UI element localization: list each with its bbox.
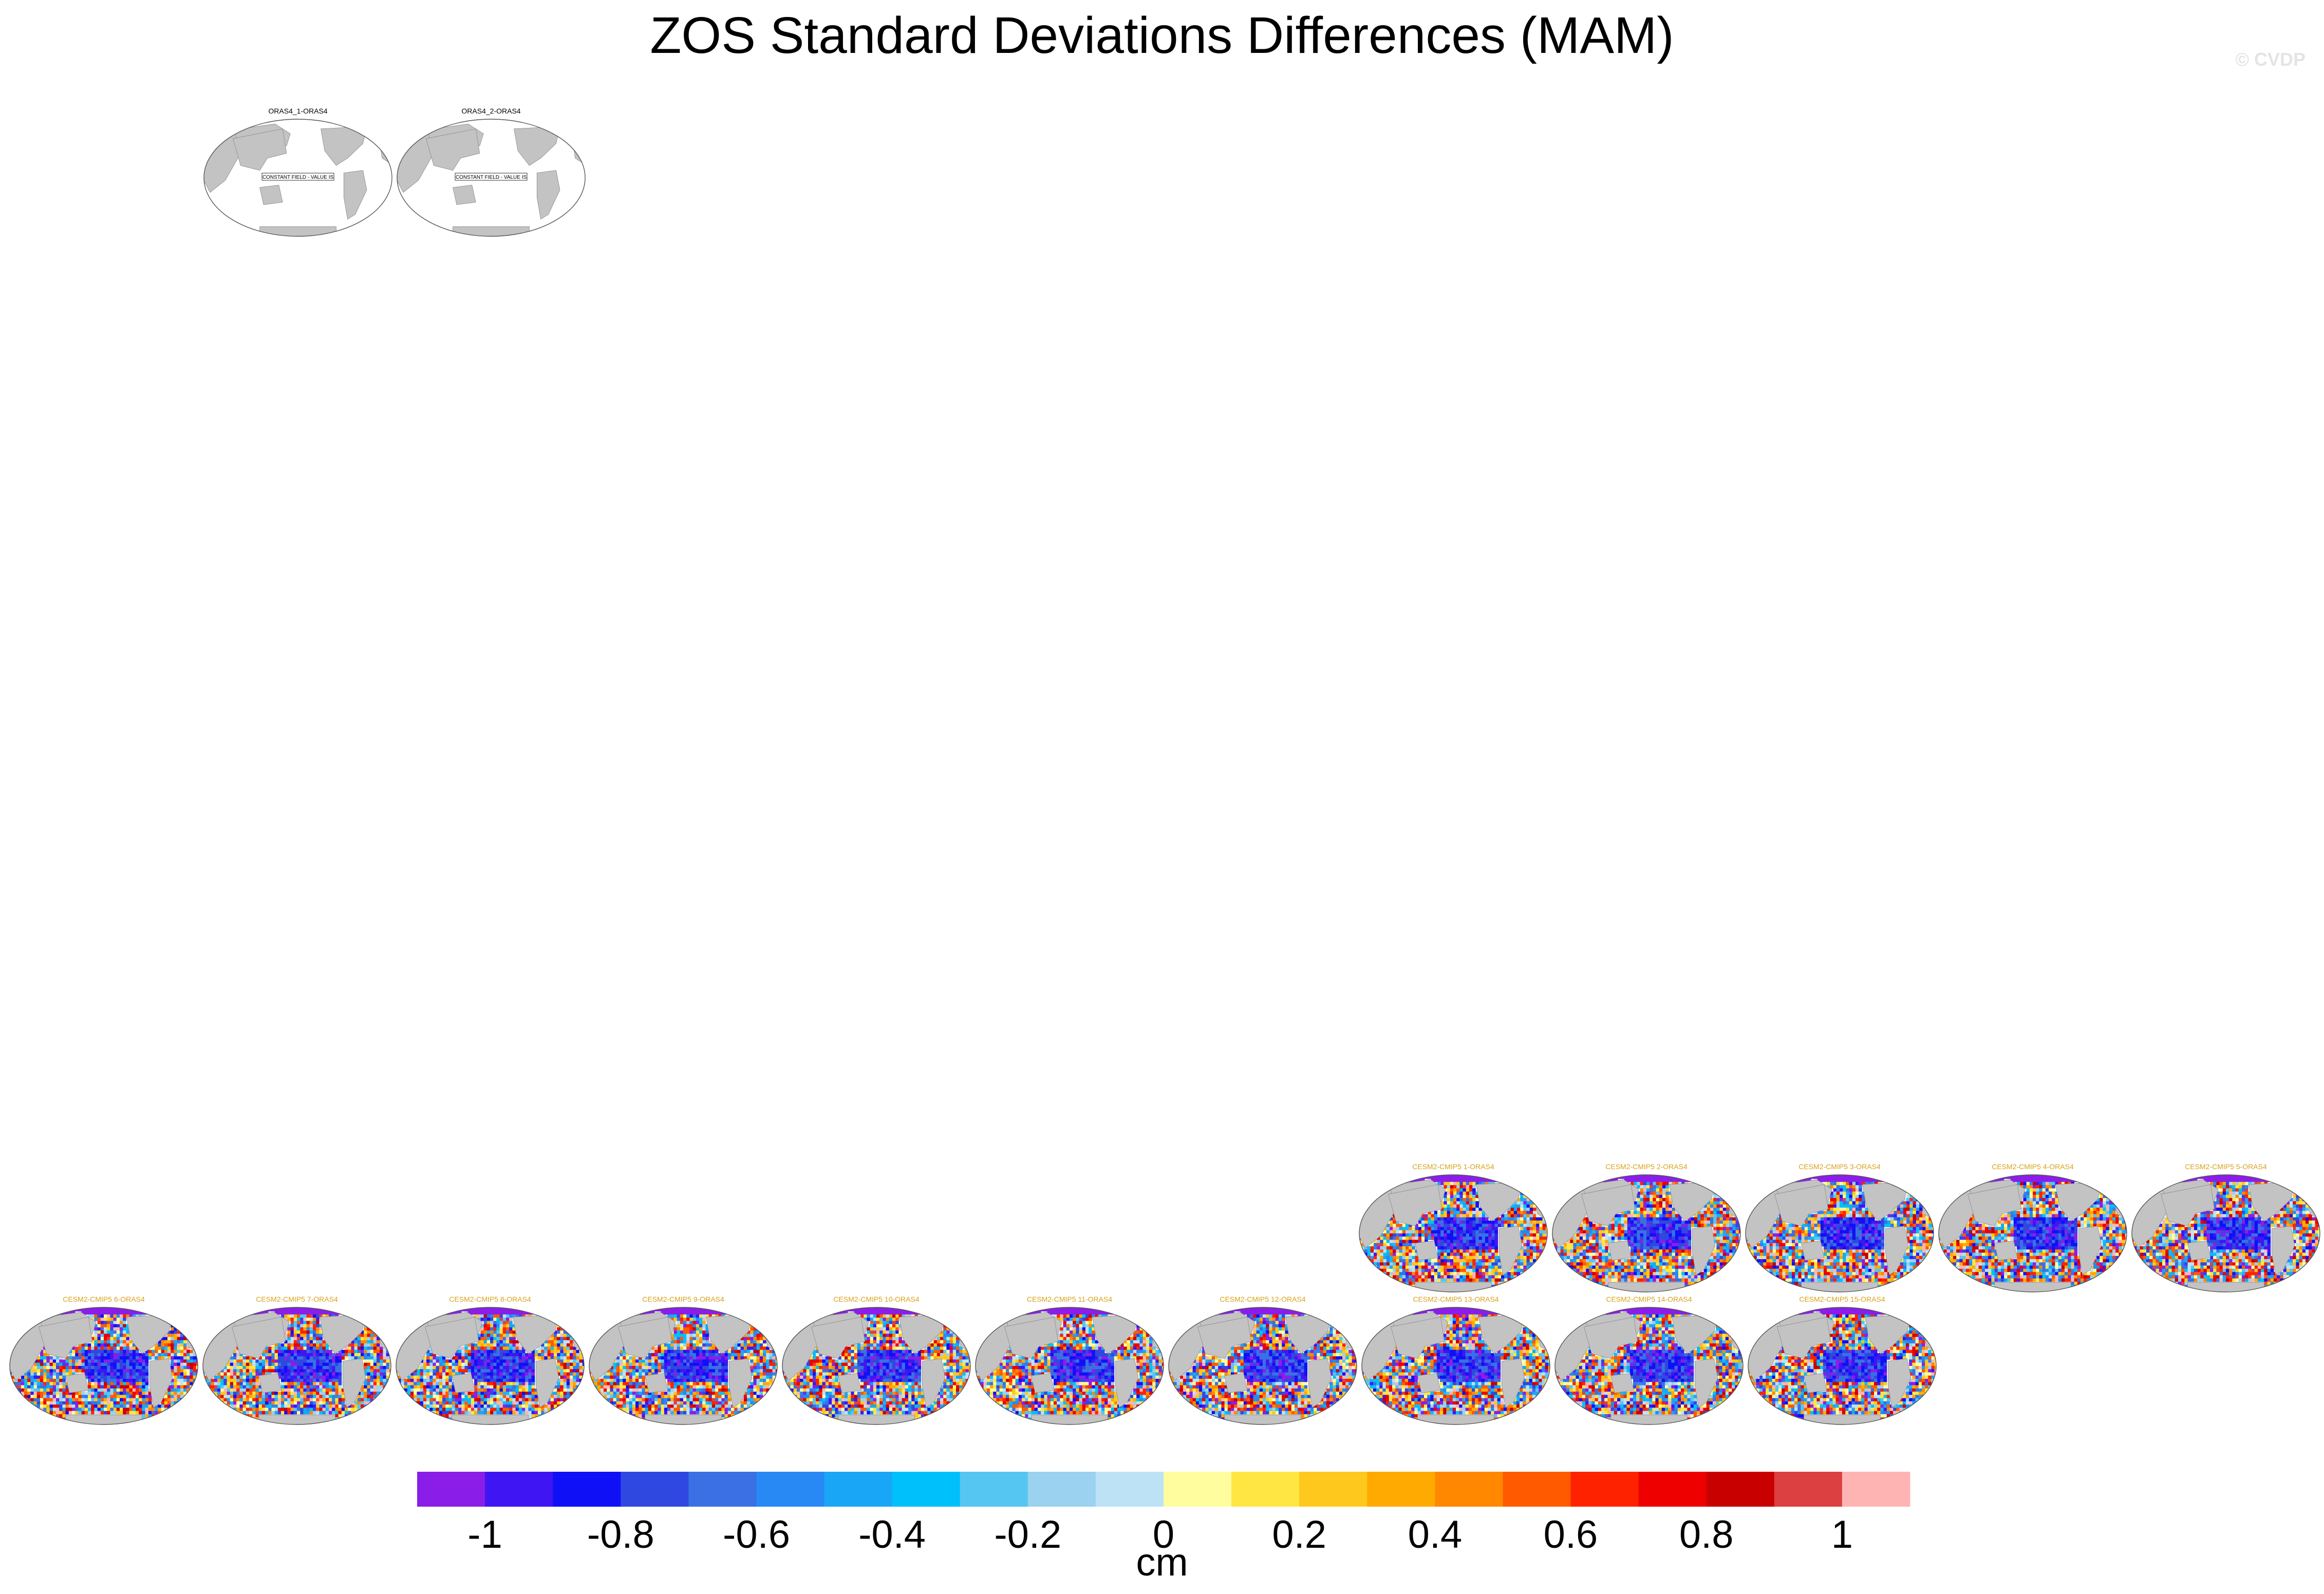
difference-field-map <box>1748 1307 1937 1425</box>
panel-label: CESM2-CMIP5 2-ORAS4 <box>1551 1161 1742 1172</box>
map-panel: ORAS4_2-ORAS4 CONSTANT FIELD - VALUE IS <box>396 105 587 239</box>
colorbar-swatch <box>1299 1472 1367 1507</box>
difference-field-map <box>975 1307 1164 1425</box>
constant-field-note: CONSTANT FIELD - VALUE IS <box>456 175 527 180</box>
map-panel: CESM2-CMIP5 7-ORAS4 <box>201 1293 392 1427</box>
panel-label: CESM2-CMIP5 14-ORAS4 <box>1553 1293 1745 1305</box>
difference-field-map <box>2131 1174 2320 1292</box>
colorbar-swatch <box>417 1472 485 1507</box>
difference-field-map <box>1938 1174 2127 1292</box>
colorbar-swatch <box>1435 1472 1503 1507</box>
panel-label: ORAS4_1-ORAS4 <box>202 105 393 117</box>
map-panel: ORAS4_1-ORAS4 CONSTANT FIELD - VALUE IS <box>202 105 393 239</box>
map-panel: CESM2-CMIP5 9-ORAS4 <box>588 1293 779 1427</box>
difference-field-map <box>1361 1307 1550 1425</box>
panel-label: CESM2-CMIP5 7-ORAS4 <box>201 1293 392 1305</box>
colorbar-swatch <box>756 1472 825 1507</box>
difference-field-map <box>1554 1307 1744 1425</box>
panel-label: CESM2-CMIP5 1-ORAS4 <box>1358 1161 1549 1172</box>
colorbar-swatch <box>621 1472 689 1507</box>
map-panel: CESM2-CMIP5 2-ORAS4 <box>1551 1161 1742 1295</box>
constant-field-note: CONSTANT FIELD - VALUE IS <box>263 175 334 180</box>
colorbar-swatch <box>1570 1472 1639 1507</box>
panel-label: CESM2-CMIP5 15-ORAS4 <box>1747 1293 1938 1305</box>
panel-label: CESM2-CMIP5 8-ORAS4 <box>395 1293 586 1305</box>
colorbar-swatch <box>1503 1472 1571 1507</box>
chart-title: ZOS Standard Deviations Differences (MAM… <box>0 6 2324 65</box>
colorbar-swatch <box>1095 1472 1164 1507</box>
map-panel: CESM2-CMIP5 4-ORAS4 <box>1937 1161 2128 1295</box>
constant-field-map: CONSTANT FIELD - VALUE IS <box>203 119 392 237</box>
map-panel: CESM2-CMIP5 3-ORAS4 <box>1744 1161 1935 1295</box>
difference-field-map <box>202 1307 391 1425</box>
map-panel: CESM2-CMIP5 15-ORAS4 <box>1747 1293 1938 1427</box>
map-panel: CESM2-CMIP5 14-ORAS4 <box>1553 1293 1745 1427</box>
map-panel: CESM2-CMIP5 10-ORAS4 <box>781 1293 972 1427</box>
map-panel: CESM2-CMIP5 6-ORAS4 <box>8 1293 199 1427</box>
difference-field-map <box>1552 1174 1741 1292</box>
colorbar-swatch <box>1231 1472 1300 1507</box>
colorbar-swatch <box>1774 1472 1843 1507</box>
colorbar-swatch <box>824 1472 893 1507</box>
colorbar-swatch <box>1164 1472 1232 1507</box>
panel-label: ORAS4_2-ORAS4 <box>396 105 587 117</box>
colorbar-swatch <box>1842 1472 1910 1507</box>
panel-label: CESM2-CMIP5 4-ORAS4 <box>1937 1161 2128 1172</box>
colorbar-swatch <box>485 1472 553 1507</box>
map-panel: CESM2-CMIP5 1-ORAS4 <box>1358 1161 1549 1295</box>
colorbar-swatch <box>1027 1472 1096 1507</box>
panel-label: CESM2-CMIP5 5-ORAS4 <box>2130 1161 2321 1172</box>
colorbar-swatch <box>1638 1472 1707 1507</box>
constant-field-map: CONSTANT FIELD - VALUE IS <box>397 119 586 237</box>
colorbar-swatch <box>1367 1472 1435 1507</box>
panel-label: CESM2-CMIP5 10-ORAS4 <box>781 1293 972 1305</box>
panel-label: CESM2-CMIP5 6-ORAS4 <box>8 1293 199 1305</box>
panel-label: CESM2-CMIP5 9-ORAS4 <box>588 1293 779 1305</box>
panel-label: CESM2-CMIP5 13-ORAS4 <box>1360 1293 1551 1305</box>
colorbar-units-label: cm <box>0 1540 2324 1585</box>
difference-field-map <box>1745 1174 1934 1292</box>
map-panel: CESM2-CMIP5 13-ORAS4 <box>1360 1293 1551 1427</box>
difference-field-map <box>782 1307 971 1425</box>
panel-label: CESM2-CMIP5 3-ORAS4 <box>1744 1161 1935 1172</box>
difference-field-map <box>9 1307 198 1425</box>
map-panel: CESM2-CMIP5 5-ORAS4 <box>2130 1161 2321 1295</box>
difference-field-map <box>589 1307 778 1425</box>
colorbar-swatch <box>1706 1472 1775 1507</box>
map-panel: CESM2-CMIP5 11-ORAS4 <box>974 1293 1165 1427</box>
cvdp-watermark: © CVDP <box>2235 49 2306 70</box>
difference-field-map <box>396 1307 585 1425</box>
colorbar-swatch <box>892 1472 961 1507</box>
map-panel: CESM2-CMIP5 8-ORAS4 <box>395 1293 586 1427</box>
panel-label: CESM2-CMIP5 12-ORAS4 <box>1167 1293 1358 1305</box>
colorbar-swatch <box>553 1472 621 1507</box>
colorbar-swatch <box>688 1472 757 1507</box>
difference-field-map <box>1168 1307 1357 1425</box>
colorbar-swatch <box>960 1472 1028 1507</box>
difference-field-map <box>1359 1174 1548 1292</box>
panel-label: CESM2-CMIP5 11-ORAS4 <box>974 1293 1165 1305</box>
map-panel: CESM2-CMIP5 12-ORAS4 <box>1167 1293 1358 1427</box>
